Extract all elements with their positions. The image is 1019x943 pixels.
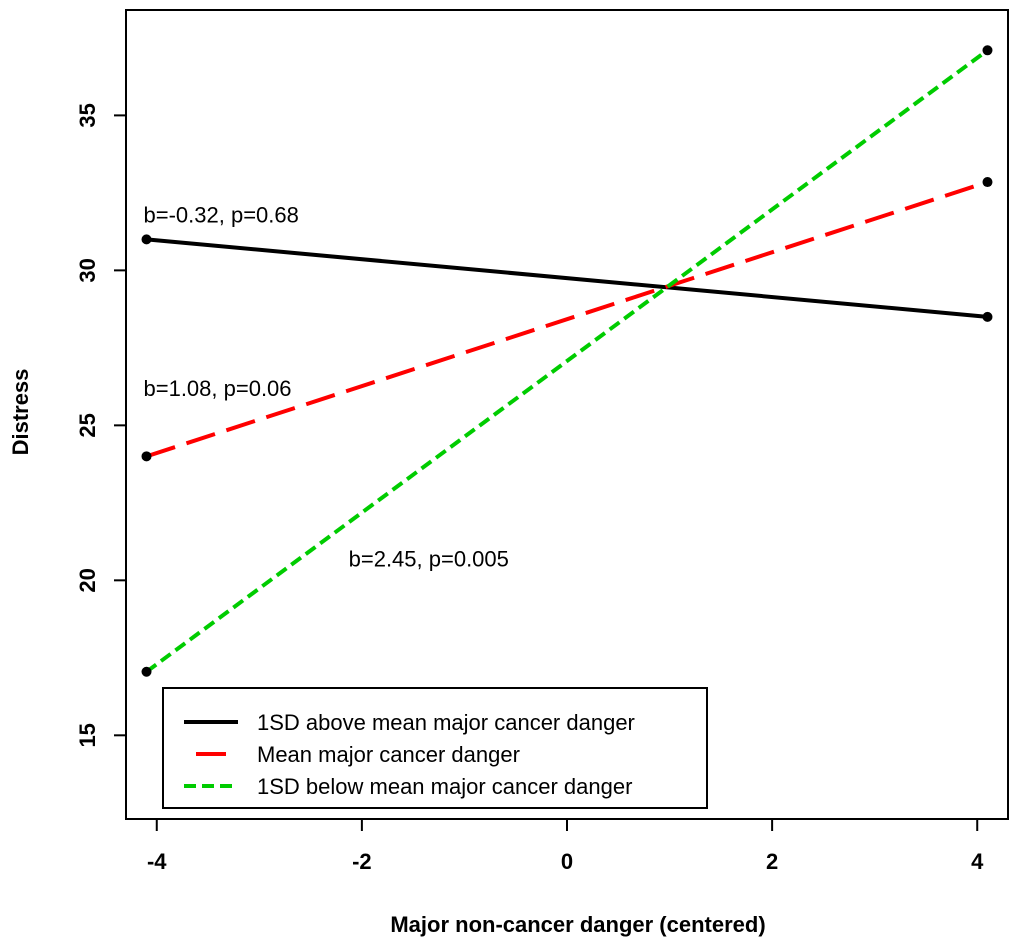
- series-line-3: [145, 48, 989, 674]
- series-3-point: [141, 666, 152, 677]
- series-1-point: [982, 311, 993, 322]
- legend-label-2: Mean major cancer danger: [257, 742, 520, 767]
- legend-label-1: 1SD above mean major cancer danger: [257, 710, 635, 735]
- y-tick-label: 25: [75, 413, 100, 437]
- x-tick-label: -4: [147, 849, 167, 874]
- series-2-point: [982, 177, 993, 188]
- x-tick-label: 4: [971, 849, 984, 874]
- x-tick-label: 0: [561, 849, 573, 874]
- y-tick-label: 20: [75, 568, 100, 592]
- y-axis: 15 20 25 30 35: [75, 103, 126, 748]
- y-tick-label: 35: [75, 103, 100, 127]
- legend-box: [162, 687, 708, 809]
- annotation-2: b=1.08, p=0.06: [144, 376, 292, 401]
- x-axis: -4 -2 0 2 4: [147, 819, 984, 874]
- x-tick-label: 2: [766, 849, 778, 874]
- x-tick-label: -2: [352, 849, 372, 874]
- y-axis-title: Distress: [8, 369, 33, 456]
- annotation-3: b=2.45, p=0.005: [349, 547, 509, 572]
- annotation-1: b=-0.32, p=0.68: [144, 203, 299, 228]
- x-axis-title: Major non-cancer danger (centered): [390, 912, 765, 937]
- series-1-point: [141, 234, 152, 245]
- legend-label-3: 1SD below mean major cancer danger: [257, 774, 632, 799]
- series-group: [141, 45, 993, 677]
- legend: 1SD above mean major cancer danger Mean m…: [162, 687, 708, 809]
- y-tick-label: 30: [75, 258, 100, 282]
- y-tick-label: 15: [75, 723, 100, 747]
- series-line-2: [145, 180, 989, 459]
- annotations: b=-0.32, p=0.68 b=1.08, p=0.06 b=2.45, p=0…: [144, 203, 509, 572]
- series-3-point: [982, 45, 993, 56]
- series-2-point: [141, 451, 152, 462]
- series-line-1: [146, 237, 988, 319]
